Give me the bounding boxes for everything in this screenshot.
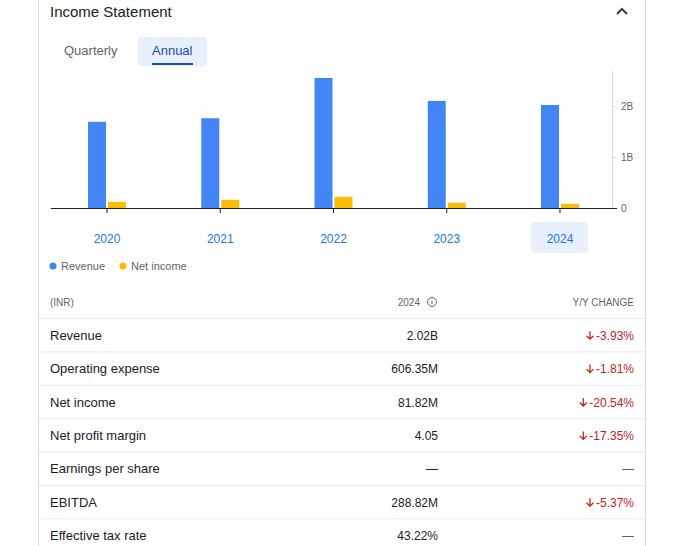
y-tick-mark xyxy=(612,157,616,158)
x-tick: 2023 xyxy=(433,208,460,246)
row-change: -5.37% xyxy=(596,496,634,510)
row-label: Earnings per share xyxy=(50,461,160,476)
table-header: (INR) xyxy=(50,297,74,308)
row-label: Net income xyxy=(50,395,116,410)
row-divider xyxy=(38,518,645,519)
info-icon[interactable] xyxy=(428,298,437,307)
table: (INR) 2024 Y/Y CHANGE Revenue 2.02B -3.93% Ope… xyxy=(38,297,645,543)
y-tick: 1B xyxy=(612,152,634,163)
canvas: Income Statement Quarterly Annual 0 1B 2B 2020… xyxy=(0,0,690,546)
row-change: -3.93% xyxy=(596,329,634,343)
x-tick: 2022 xyxy=(320,208,347,246)
row-change: -1.81% xyxy=(596,362,634,376)
row-label: Revenue xyxy=(50,328,102,343)
row-value: 288.82M xyxy=(391,496,438,510)
x-tick: 2020 xyxy=(94,208,121,246)
bar[interactable] xyxy=(428,101,446,208)
row-label: Effective tax rate xyxy=(50,528,147,543)
legend-label: Net income xyxy=(131,260,187,272)
x-tick-mark xyxy=(220,208,221,213)
info-icon xyxy=(432,301,433,305)
row-divider xyxy=(38,485,645,486)
bar[interactable] xyxy=(315,78,333,208)
tab-underline xyxy=(152,63,193,65)
bar[interactable] xyxy=(448,203,466,208)
row-value: — xyxy=(426,462,438,476)
y-tick: 2B xyxy=(612,101,634,112)
row-value: 43.22% xyxy=(397,529,438,543)
tab[interactable]: Quarterly xyxy=(64,43,118,58)
x-tick: 2021 xyxy=(207,208,234,246)
row-label: Net profit margin xyxy=(50,428,146,443)
row-value: 4.05 xyxy=(415,429,439,443)
row-change: — xyxy=(622,529,634,543)
x-tick: 2024 xyxy=(547,208,574,246)
tab-highlight[interactable] xyxy=(138,37,207,66)
down-arrow xyxy=(586,498,593,506)
x-tick-label[interactable]: 2021 xyxy=(207,232,234,246)
legend: Revenue Net income xyxy=(50,260,187,272)
row-change: — xyxy=(622,462,634,476)
bar[interactable] xyxy=(108,202,126,208)
x-tick-label[interactable]: 2024 xyxy=(547,232,574,246)
y-tick-label: 1B xyxy=(621,152,634,163)
down-arrow xyxy=(580,431,587,439)
row-divider xyxy=(38,452,645,453)
table-header: 2024 xyxy=(398,297,421,308)
down-arrow xyxy=(586,365,593,373)
x-tick-label[interactable]: 2022 xyxy=(320,232,347,246)
y-tick-label: 2B xyxy=(621,101,634,112)
row-value: 2.02B xyxy=(407,329,438,343)
page: Income Statement Quarterly Annual 0 1B 2B 2020… xyxy=(0,0,690,546)
info-icon xyxy=(431,299,432,300)
collapse-chevron[interactable] xyxy=(617,9,627,14)
row-divider xyxy=(38,318,645,319)
legend-swatch xyxy=(50,263,57,270)
category-highlight[interactable] xyxy=(531,222,588,253)
y-axis: 0 1B 2B xyxy=(612,71,634,214)
row-divider xyxy=(38,351,645,352)
x-tick-mark xyxy=(333,208,334,213)
row-label: Operating expense xyxy=(50,361,160,376)
y-axis-line xyxy=(612,71,613,209)
row-value: 81.82M xyxy=(398,396,438,410)
bar[interactable] xyxy=(541,105,559,208)
card-title: Income Statement xyxy=(50,3,173,20)
x-tick-mark xyxy=(446,208,447,213)
row-value: 606.35M xyxy=(391,362,438,376)
x-axis: 2020 2021 2022 2023 2024 xyxy=(51,208,617,246)
x-tick-label[interactable]: 2020 xyxy=(94,232,121,246)
y-tick-label: 0 xyxy=(621,203,627,214)
y-tick-mark xyxy=(612,106,616,107)
bar[interactable] xyxy=(201,118,219,208)
bar[interactable] xyxy=(88,122,106,208)
bar[interactable] xyxy=(221,200,239,208)
x-tick-label[interactable]: 2023 xyxy=(433,232,460,246)
row-divider xyxy=(38,385,645,386)
card xyxy=(39,0,646,546)
bar[interactable] xyxy=(335,197,353,208)
down-arrow xyxy=(586,331,593,339)
tab[interactable]: Annual xyxy=(152,43,193,58)
row-label: EBITDA xyxy=(50,495,97,510)
bar[interactable] xyxy=(561,204,579,208)
row-divider xyxy=(38,418,645,419)
bars xyxy=(88,78,579,208)
table-header: Y/Y CHANGE xyxy=(573,297,635,308)
x-tick-mark xyxy=(559,208,560,213)
legend-swatch xyxy=(120,263,127,270)
row-change: -17.35% xyxy=(589,429,634,443)
x-tick-mark xyxy=(107,208,108,213)
legend-label: Revenue xyxy=(61,260,105,272)
row-change: -20.54% xyxy=(589,396,634,410)
down-arrow xyxy=(580,398,587,406)
